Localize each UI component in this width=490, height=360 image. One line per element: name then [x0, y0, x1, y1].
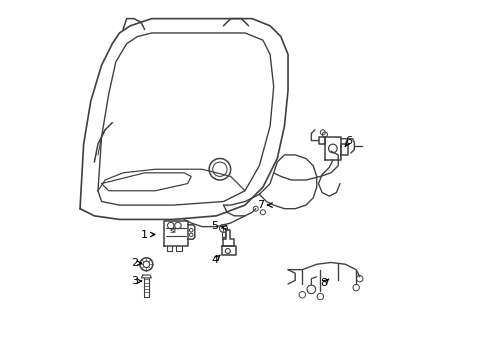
- Text: 3: 3: [131, 276, 138, 286]
- Text: 6: 6: [345, 136, 352, 146]
- Text: 4: 4: [212, 255, 219, 265]
- Text: 7: 7: [258, 200, 265, 210]
- Text: 5: 5: [211, 221, 218, 230]
- Text: 8: 8: [320, 278, 327, 288]
- Text: SI: SI: [170, 229, 177, 234]
- Text: 2: 2: [131, 258, 138, 268]
- Text: 1: 1: [140, 230, 147, 239]
